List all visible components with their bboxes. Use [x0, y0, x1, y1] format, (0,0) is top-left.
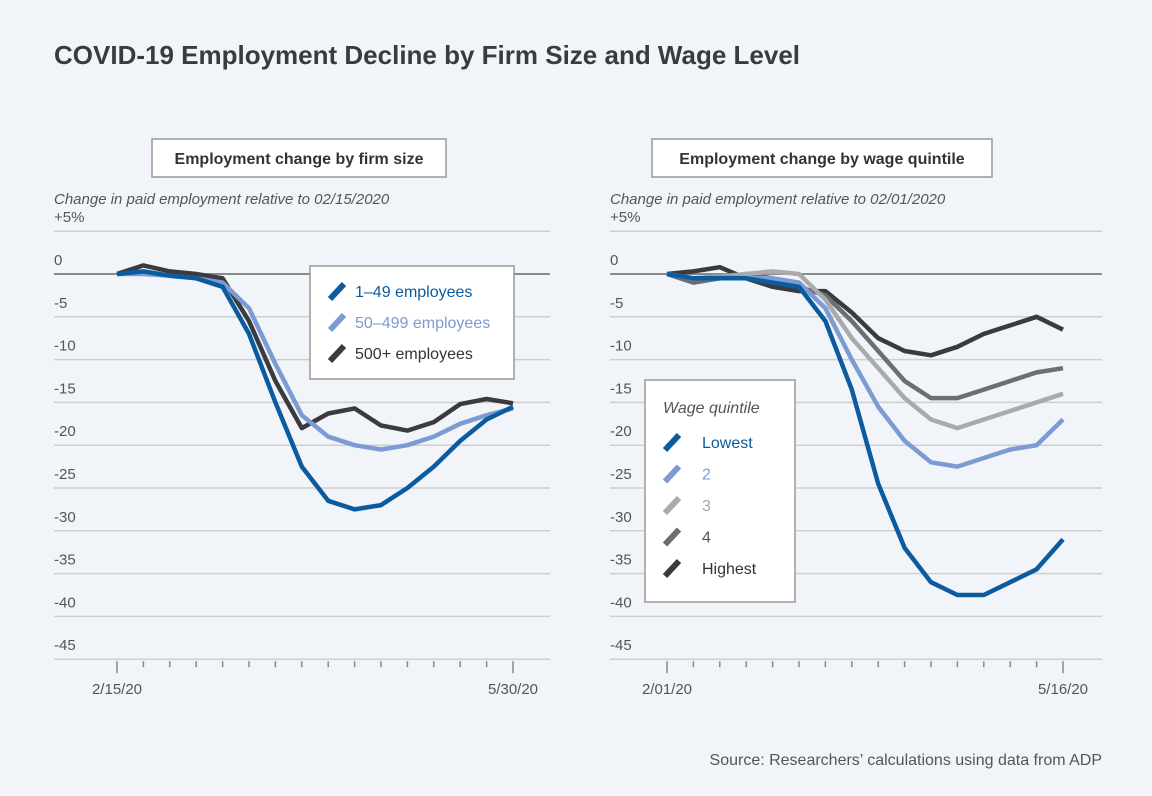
legend-swatch: [327, 281, 347, 302]
panel-title-box: [151, 138, 447, 178]
y-axis-label: Change in paid employment relative to 02…: [54, 191, 390, 208]
y-tick-label: -20: [610, 423, 632, 440]
y-tick-label: -40: [610, 594, 632, 611]
panel-title: Employment change by firm size: [175, 151, 424, 168]
y-axis-label: Change in paid employment relative to 02…: [610, 191, 946, 208]
y-tick-label: -35: [610, 552, 632, 569]
x-tick-label-start: 2/15/20: [92, 681, 142, 698]
y-tick-label: -10: [54, 338, 76, 355]
legend-label: Lowest: [702, 435, 753, 452]
chart-2: Employment change by wage quintile Change…: [610, 138, 1102, 698]
figure-title: COVID-19 Employment Decline by Firm Size…: [54, 40, 801, 70]
y-tick-label: -5: [54, 295, 67, 312]
legend-label: 4: [702, 530, 711, 547]
source-note: Source: Researchers’ calculations using …: [709, 752, 1102, 769]
y-tick-label: 0: [610, 252, 618, 269]
y-tick-label: -10: [610, 338, 632, 355]
y-tick-label: +5%: [54, 209, 84, 226]
y-tick-label: -15: [54, 380, 76, 397]
y-tick-label: -20: [54, 423, 76, 440]
legend-swatch: [662, 527, 682, 547]
chart-1: Employment change by firm size Change in …: [54, 138, 550, 698]
y-tick-label: -30: [54, 509, 76, 526]
legend-label: 50–499 employees: [355, 315, 490, 332]
legend-swatch: [662, 495, 682, 516]
y-tick-label: -45: [54, 637, 76, 654]
y-tick-label: 0: [54, 252, 62, 269]
legend-swatch: [662, 558, 682, 579]
series-line-1-49-employees: [116, 269, 514, 512]
y-tick-label: -25: [610, 466, 632, 483]
y-tick-label: -40: [54, 594, 76, 611]
panel-title-box: [651, 138, 993, 178]
legend-swatch: [327, 312, 347, 333]
legend-swatch: [327, 343, 347, 364]
series-line-500-employees: [116, 263, 514, 433]
legend-swatch: [662, 432, 682, 453]
series-line-highest: [666, 264, 1064, 358]
legend-label: 3: [702, 498, 711, 515]
y-tick-label: +5%: [610, 209, 640, 226]
legend-box: [644, 379, 796, 603]
y-tick-label: -35: [54, 552, 76, 569]
y-tick-label: -15: [610, 380, 632, 397]
legend-label: 2: [702, 467, 711, 484]
y-tick-label: -25: [54, 466, 76, 483]
legend-swatch: [662, 464, 682, 484]
y-tick-label: -5: [610, 295, 623, 312]
x-tick-label-start: 2/01/20: [642, 681, 692, 698]
legend-label: 500+ employees: [355, 346, 473, 363]
x-tick-label-end: 5/30/20: [488, 681, 538, 698]
panel-title: Employment change by wage quintile: [679, 151, 964, 168]
x-tick-label-end: 5/16/20: [1038, 681, 1088, 698]
series-line-lowest: [666, 271, 1065, 598]
legend-title: Wage quintile: [663, 400, 760, 417]
legend-label: Highest: [702, 561, 757, 578]
y-tick-label: -30: [610, 509, 632, 526]
legend-label: 1–49 employees: [355, 284, 472, 301]
y-tick-label: -45: [610, 637, 632, 654]
